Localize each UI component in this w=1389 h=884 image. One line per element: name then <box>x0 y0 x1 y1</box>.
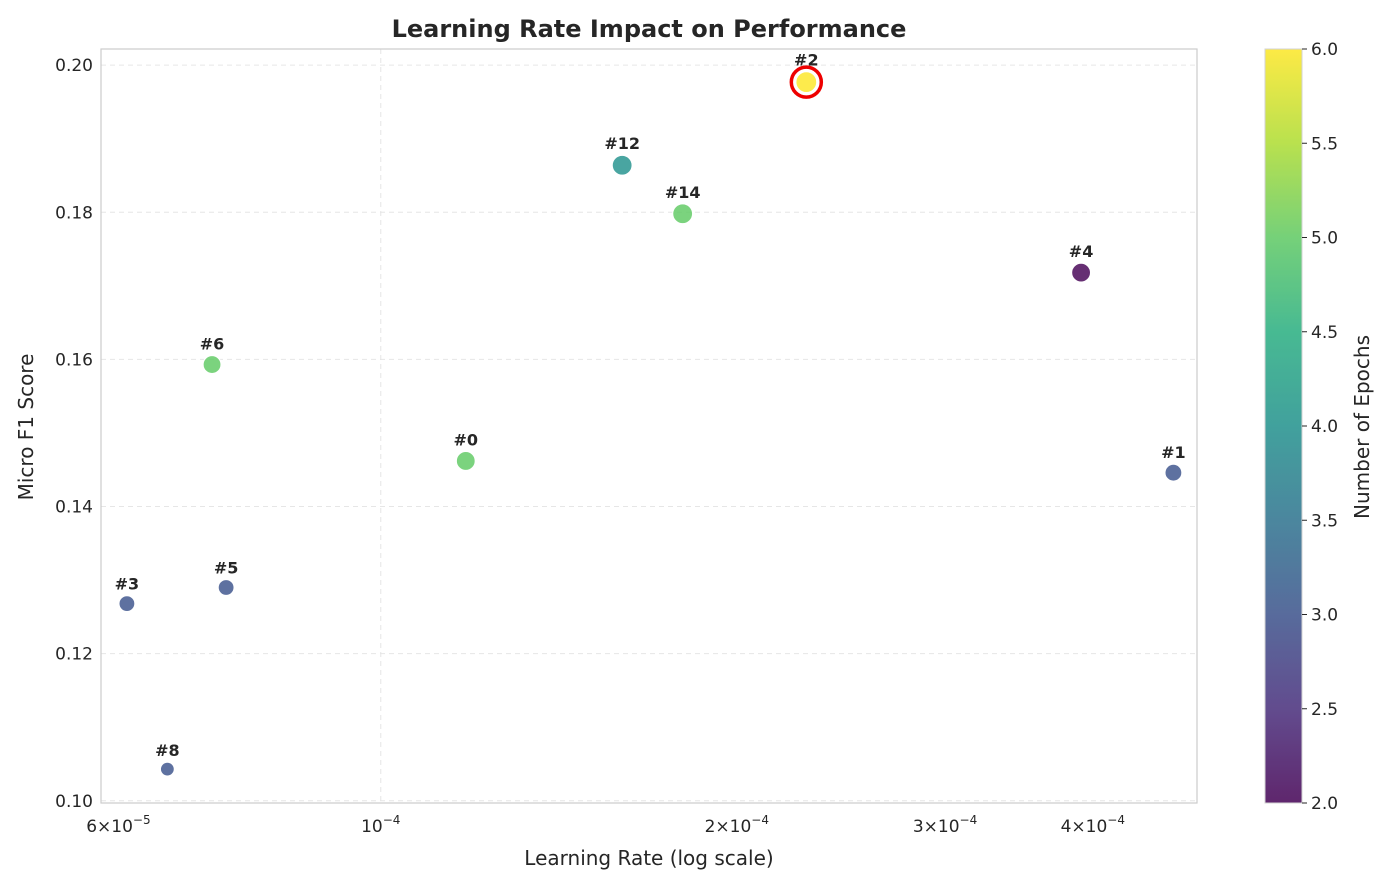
point-label: #6 <box>200 335 225 354</box>
data-point <box>611 154 633 176</box>
data-point <box>1070 262 1092 283</box>
chart-title: Learning Rate Impact on Performance <box>392 15 907 43</box>
colorbar: 2.0 2.5 3.0 3.5 4.0 4.5 5.0 5.5 6.0 Number of Ep… <box>1264 40 1374 814</box>
highlight-ring <box>789 65 824 99</box>
point-label: #12 <box>604 134 640 153</box>
x-tick-label: 3×10−4 <box>913 813 977 837</box>
y-tick-label: 0.10 <box>55 792 93 812</box>
y-tick-label: 0.16 <box>55 350 93 370</box>
colorbar-tick-label: 4.5 <box>1311 323 1338 343</box>
data-point <box>118 595 136 613</box>
data-point <box>795 71 818 94</box>
y-axis-ticks: 0.10 0.12 0.14 0.16 0.18 0.20 <box>55 56 93 812</box>
colorbar-tick-label: 2.0 <box>1311 794 1338 814</box>
x-tick-label: 6×10−5 <box>86 813 150 837</box>
x-tick-label: 4×10−4 <box>1061 813 1125 837</box>
data-point <box>202 354 222 375</box>
x-tick-label: 2×10−4 <box>705 813 769 837</box>
data-point <box>455 450 476 472</box>
point-label: #14 <box>665 183 701 202</box>
data-points: #0 #1 #2 #3 #4 #5 #6 #8 #12 #14 <box>115 51 1186 777</box>
data-point <box>672 203 694 225</box>
y-axis-label: Micro F1 Score <box>14 354 38 501</box>
colorbar-tick-label: 3.5 <box>1311 511 1338 531</box>
colorbar-tick-label: 5.5 <box>1311 134 1338 154</box>
point-label: #8 <box>155 741 180 760</box>
y-tick-label: 0.20 <box>55 56 93 76</box>
data-point <box>159 761 175 777</box>
plot-frame <box>100 48 1198 804</box>
colorbar-label: Number of Epochs <box>1350 335 1374 519</box>
colorbar-ticks: 2.0 2.5 3.0 3.5 4.0 4.5 5.0 5.5 6.0 <box>1302 40 1338 814</box>
x-axis-label: Learning Rate (log scale) <box>524 846 773 870</box>
x-axis-ticks: 6×10−5 10−4 2×10−4 3×10−4 4×10−4 <box>86 813 1125 837</box>
y-tick-label: 0.18 <box>55 203 93 223</box>
colorbar-gradient <box>1264 48 1303 804</box>
point-label: #0 <box>454 430 479 449</box>
colorbar-tick-label: 3.0 <box>1311 606 1338 626</box>
colorbar-tick-label: 5.0 <box>1311 229 1338 249</box>
y-tick-label: 0.14 <box>55 498 93 518</box>
y-tick-label: 0.12 <box>55 645 93 665</box>
point-label: #4 <box>1069 242 1094 261</box>
colorbar-tick-label: 4.0 <box>1311 417 1338 437</box>
point-label: #5 <box>214 558 239 577</box>
x-tick-label: 10−4 <box>361 813 400 837</box>
point-label: #3 <box>115 575 140 594</box>
point-label: #2 <box>794 51 819 70</box>
grid-lines <box>101 49 1197 803</box>
data-point <box>217 578 235 597</box>
colorbar-tick-label: 2.5 <box>1311 700 1338 720</box>
point-label: #1 <box>1161 443 1186 462</box>
data-point <box>1164 463 1183 482</box>
colorbar-tick-label: 6.0 <box>1311 40 1338 60</box>
